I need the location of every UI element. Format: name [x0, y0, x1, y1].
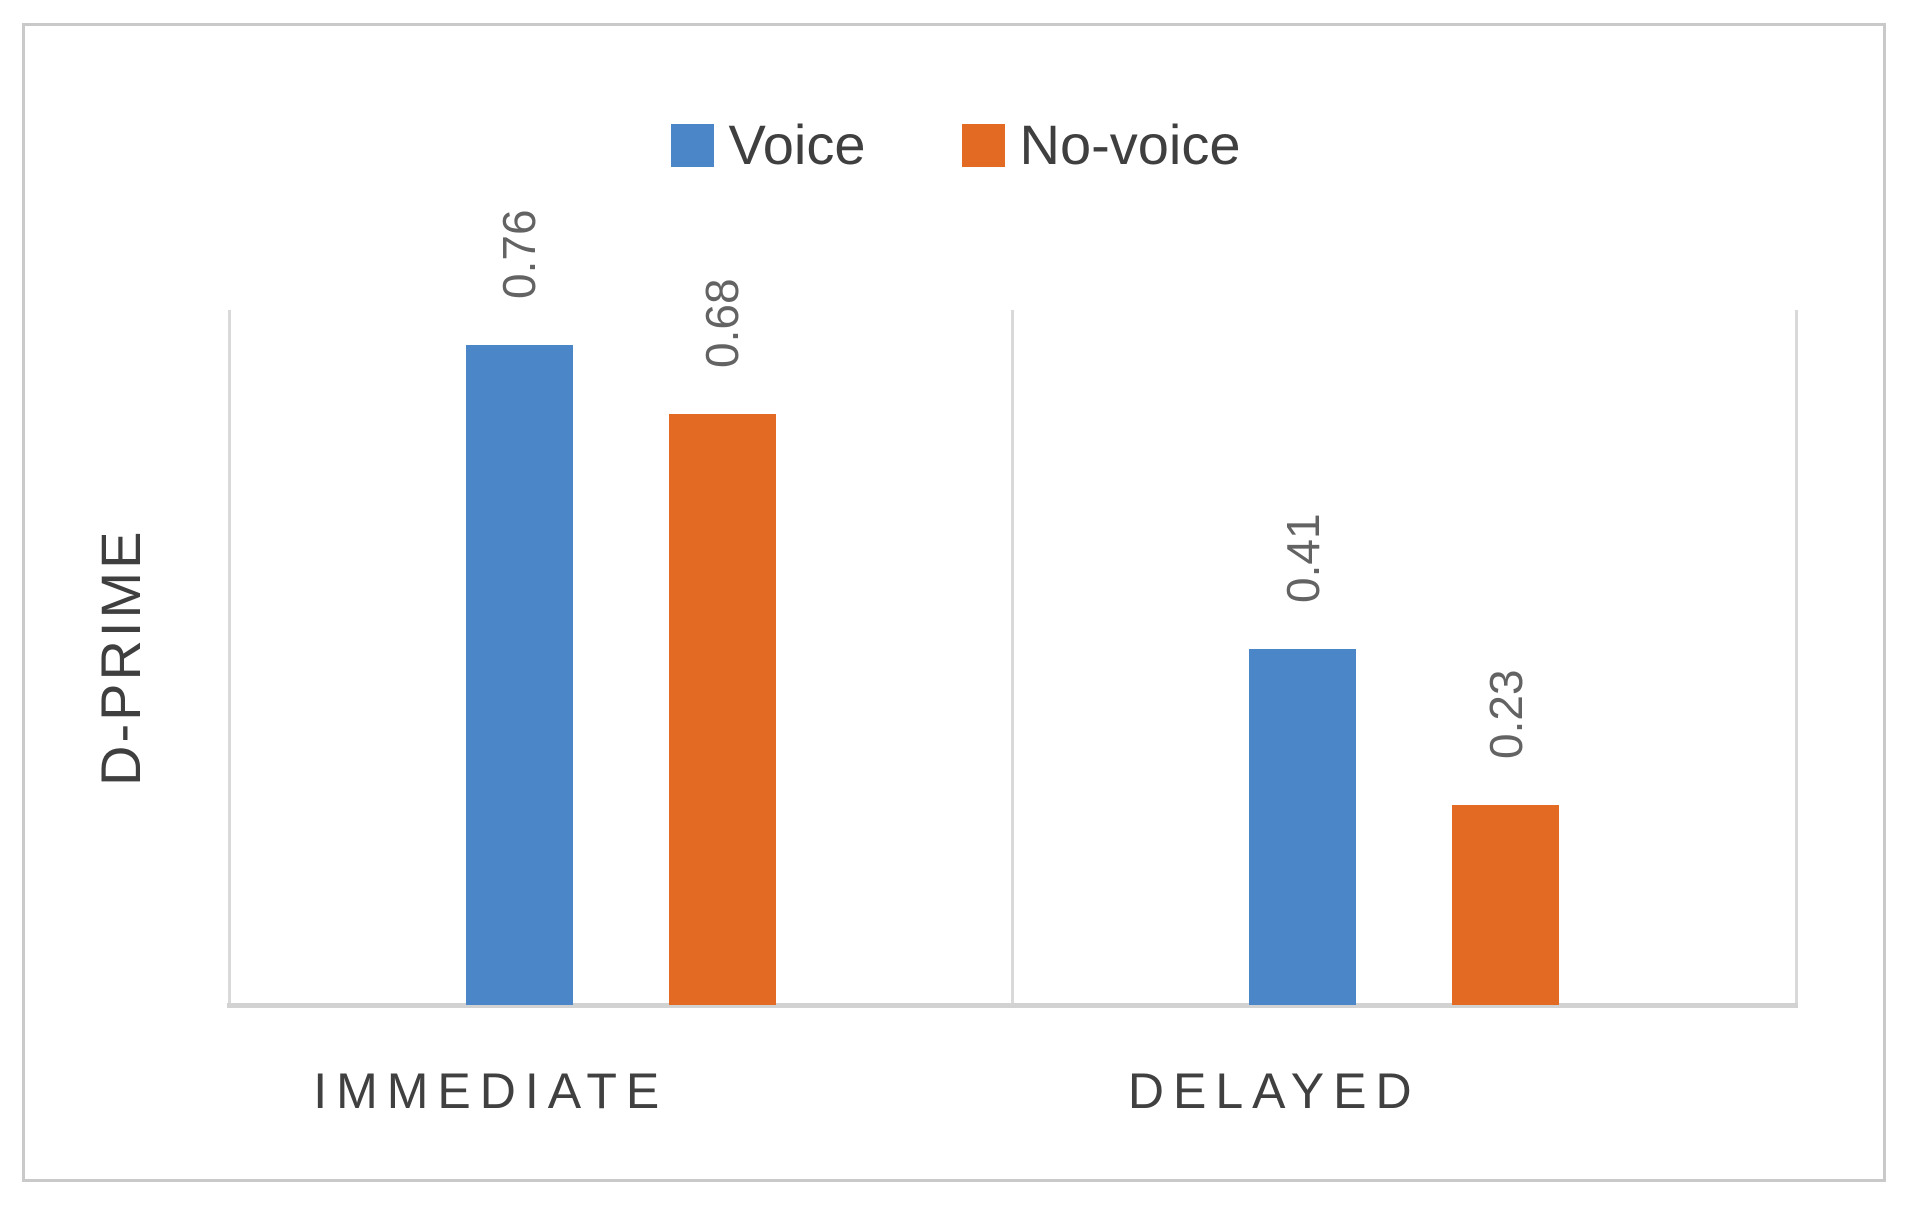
data-label-no-voice-immediate: 0.68: [696, 278, 749, 368]
legend-item-no-voice[interactable]: No-voice: [961, 113, 1241, 176]
bar-voice-delayed: [1249, 649, 1357, 1005]
category-gridline: [1011, 310, 1014, 1005]
category-gridline: [1794, 310, 1798, 1005]
chart-frame: [22, 23, 1886, 1182]
bar-no-voice-immediate: [668, 414, 776, 1005]
bar-voice-immediate: [465, 345, 573, 1005]
data-label-no-voice-delayed: 0.23: [1479, 669, 1532, 759]
x-axis-label-delayed: DELAYED: [1127, 1063, 1421, 1119]
data-label-voice-immediate: 0.76: [493, 209, 546, 299]
category-gridline: [227, 310, 231, 1005]
x-axis-label-immediate: IMMEDIATE: [313, 1063, 669, 1119]
bar-no-voice-delayed: [1452, 805, 1560, 1005]
legend-label-no-voice: No-voice: [1019, 113, 1241, 176]
legend-swatch-voice-icon: [670, 123, 714, 167]
x-axis-line: [227, 1003, 1798, 1008]
legend-item-voice[interactable]: Voice: [670, 113, 866, 176]
legend-label-voice: Voice: [728, 113, 866, 176]
y-axis-title: D-PRIME: [89, 528, 152, 787]
data-label-voice-delayed: 0.41: [1276, 513, 1329, 603]
legend: Voice No-voice: [0, 116, 1911, 174]
legend-swatch-no-voice-icon: [961, 123, 1005, 167]
